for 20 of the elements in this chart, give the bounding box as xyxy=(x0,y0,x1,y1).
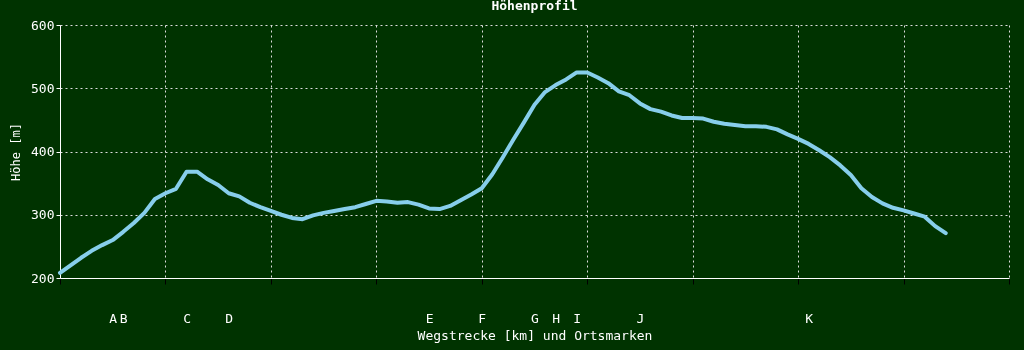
y-axis-title: Höhe [m] xyxy=(9,123,24,181)
x-tick-label: F xyxy=(478,310,487,326)
x-tick-label: B xyxy=(119,310,128,326)
y-tick-label: 600 xyxy=(31,17,55,33)
y-tick-label: 300 xyxy=(31,207,55,223)
x-tick-label: J xyxy=(636,310,645,326)
x-tick-label: I xyxy=(573,310,582,326)
x-tick-label: D xyxy=(225,310,234,326)
x-tick-label: A xyxy=(109,310,118,326)
x-tick-label: K xyxy=(805,310,814,326)
line-series xyxy=(58,70,948,275)
x-axis-title: Wegstrecke [km] und Ortsmarken xyxy=(417,327,653,343)
y-tick-label: 200 xyxy=(31,270,55,286)
y-tick-label: 400 xyxy=(31,144,55,159)
y-tick-label: 500 xyxy=(31,80,55,96)
x-tick-label: C xyxy=(183,310,191,326)
x-tick-label: H xyxy=(552,310,560,326)
x-tick-label: E xyxy=(425,310,434,326)
x-tick-label: G xyxy=(531,310,540,326)
chart-title: Höhenprofil xyxy=(491,0,578,13)
